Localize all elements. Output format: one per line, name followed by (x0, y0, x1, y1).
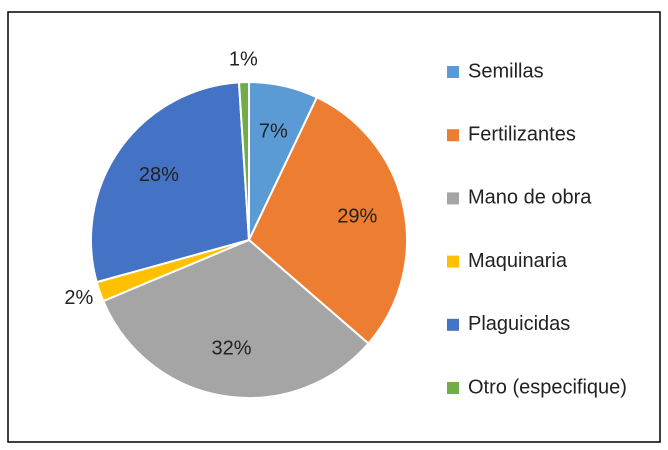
legend-label: Otro (especifique) (468, 376, 627, 398)
legend-swatch (447, 255, 459, 268)
pie-slice (247, 96, 408, 345)
legend-label: Mano de obra (468, 187, 592, 209)
legend-label: Fertilizantes (468, 123, 576, 145)
legend-swatch (447, 192, 459, 205)
legend-swatch (447, 66, 459, 78)
pie-slice (90, 81, 251, 284)
data-label: 29% (337, 206, 377, 228)
pie-slice (237, 80, 250, 241)
legend-label: Plaguicidas (468, 313, 570, 335)
data-label: 32% (212, 337, 252, 359)
data-label: 28% (139, 164, 179, 186)
legend-swatch (447, 382, 459, 394)
data-label: 1% (229, 48, 258, 70)
legend-label: Maquinaria (468, 250, 568, 272)
pie-slice (101, 238, 370, 399)
legend-swatch (447, 129, 459, 142)
legend-swatch (447, 318, 459, 331)
data-label: 7% (259, 120, 288, 142)
data-label: 2% (64, 287, 93, 309)
legend-label: Semillas (468, 60, 544, 82)
